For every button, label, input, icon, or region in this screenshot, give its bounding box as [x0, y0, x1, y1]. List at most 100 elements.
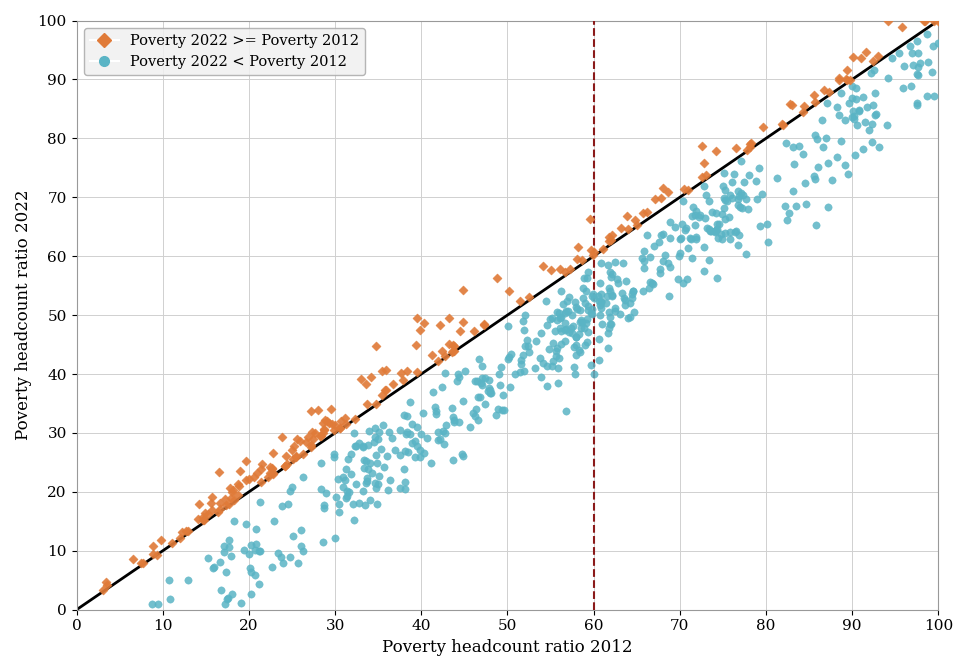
- Point: [238, 519, 254, 529]
- Point: [696, 266, 711, 276]
- Point: [903, 81, 919, 91]
- Point: [684, 253, 700, 264]
- Point: [338, 413, 353, 423]
- Point: [404, 438, 419, 449]
- Point: [358, 477, 374, 488]
- Point: [353, 373, 369, 384]
- Point: [441, 312, 457, 323]
- Point: [911, 61, 926, 72]
- Point: [807, 97, 823, 107]
- Point: [634, 253, 650, 264]
- Point: [636, 256, 651, 266]
- Point: [819, 97, 834, 108]
- Point: [601, 307, 617, 317]
- Point: [751, 163, 767, 174]
- Point: [495, 389, 510, 400]
- Point: [218, 494, 233, 505]
- Point: [730, 194, 745, 205]
- Point: [647, 241, 662, 252]
- Point: [303, 442, 318, 453]
- Point: [570, 242, 586, 252]
- Point: [905, 60, 921, 70]
- Point: [840, 169, 856, 180]
- Point: [290, 558, 306, 568]
- Point: [438, 419, 453, 430]
- Point: [558, 318, 573, 329]
- Point: [652, 230, 668, 241]
- Point: [361, 425, 377, 436]
- Point: [816, 85, 832, 95]
- Point: [848, 94, 863, 105]
- Point: [544, 313, 560, 323]
- Point: [284, 482, 299, 493]
- Point: [367, 478, 382, 488]
- Point: [363, 372, 378, 382]
- Point: [862, 67, 878, 78]
- Point: [435, 345, 450, 356]
- Point: [576, 323, 591, 333]
- Point: [639, 229, 654, 240]
- Point: [412, 428, 428, 439]
- Point: [652, 267, 668, 278]
- Point: [466, 407, 481, 418]
- Point: [516, 365, 531, 376]
- Point: [585, 249, 600, 260]
- Point: [796, 106, 811, 117]
- Point: [925, 91, 941, 101]
- Point: [340, 491, 355, 501]
- Point: [895, 83, 911, 93]
- Point: [274, 501, 289, 512]
- Point: [327, 532, 343, 543]
- Point: [675, 219, 690, 229]
- Point: [754, 189, 770, 199]
- Point: [344, 468, 359, 479]
- Point: [197, 515, 212, 525]
- Point: [454, 448, 469, 459]
- Point: [704, 225, 719, 236]
- Point: [553, 264, 568, 274]
- Point: [351, 497, 367, 508]
- Point: [551, 363, 566, 374]
- Point: [533, 372, 549, 382]
- Point: [592, 277, 608, 288]
- Point: [824, 175, 839, 186]
- Point: [752, 221, 768, 231]
- Point: [717, 185, 733, 195]
- Point: [220, 594, 235, 605]
- Point: [880, 119, 895, 130]
- Point: [378, 451, 394, 462]
- Point: [608, 305, 623, 316]
- Point: [714, 234, 730, 244]
- Point: [578, 285, 593, 296]
- Point: [248, 570, 263, 580]
- Point: [544, 264, 560, 275]
- Point: [734, 156, 749, 166]
- Point: [709, 207, 724, 218]
- Point: [833, 136, 849, 146]
- Point: [730, 186, 745, 197]
- Point: [200, 553, 216, 564]
- Point: [592, 300, 608, 311]
- Point: [412, 445, 428, 456]
- Point: [338, 418, 353, 429]
- Point: [501, 351, 517, 362]
- Point: [599, 291, 615, 302]
- Point: [396, 375, 411, 386]
- Point: [832, 109, 847, 120]
- Point: [585, 289, 600, 299]
- Point: [620, 223, 635, 234]
- Point: [573, 314, 589, 325]
- Point: [620, 313, 636, 323]
- Point: [146, 549, 162, 560]
- Point: [554, 339, 569, 350]
- Point: [288, 434, 304, 445]
- Point: [682, 233, 698, 244]
- Point: [845, 52, 861, 62]
- Point: [341, 486, 356, 497]
- Point: [98, 576, 113, 587]
- Point: [276, 558, 291, 569]
- Point: [191, 514, 206, 525]
- Point: [533, 328, 549, 339]
- Point: [760, 236, 775, 247]
- Point: [921, 56, 936, 67]
